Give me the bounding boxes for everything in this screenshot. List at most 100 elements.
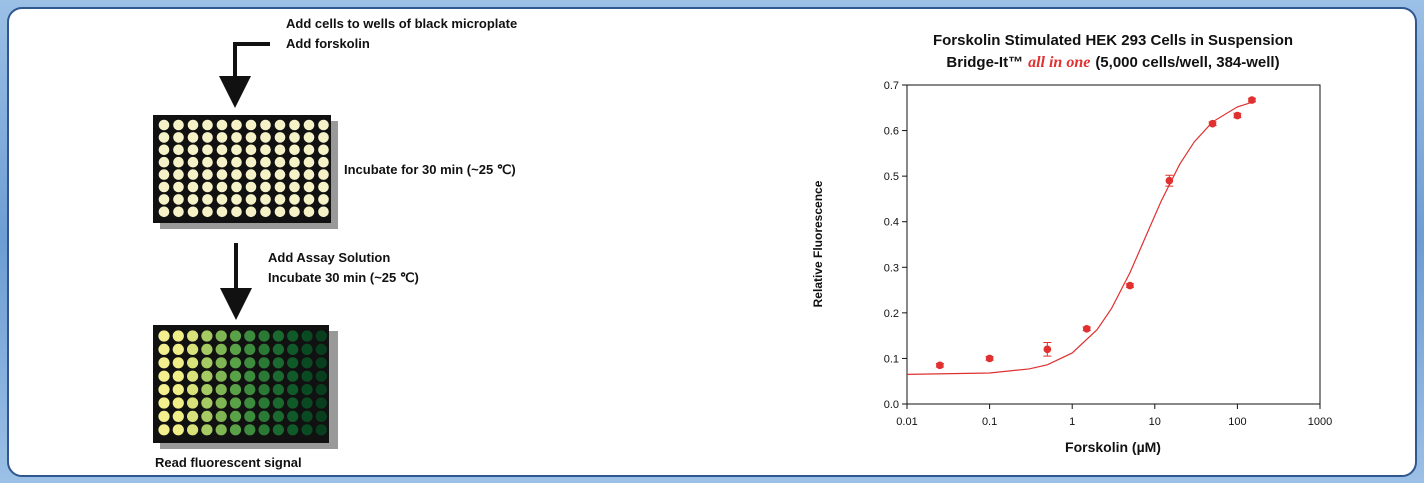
well xyxy=(188,132,199,143)
well xyxy=(173,384,184,395)
well xyxy=(230,411,241,422)
well xyxy=(158,411,169,422)
well xyxy=(318,182,329,193)
y-tick-label: 0.2 xyxy=(884,308,899,320)
well xyxy=(217,169,228,180)
well xyxy=(273,384,284,395)
well xyxy=(202,182,213,193)
well xyxy=(188,207,199,218)
x-tick-label: 100 xyxy=(1228,416,1246,428)
well xyxy=(260,145,271,156)
well xyxy=(304,120,315,131)
well xyxy=(244,330,255,341)
well xyxy=(318,120,329,131)
well xyxy=(289,145,300,156)
well xyxy=(259,384,270,395)
well xyxy=(304,194,315,205)
well xyxy=(246,132,257,143)
y-tick-label: 0.0 xyxy=(884,399,899,411)
well xyxy=(230,357,241,368)
y-tick-label: 0.7 xyxy=(884,80,899,92)
well xyxy=(230,344,241,355)
well xyxy=(231,132,242,143)
point xyxy=(1044,346,1052,354)
well xyxy=(187,330,198,341)
well xyxy=(202,132,213,143)
well xyxy=(246,157,257,168)
well xyxy=(301,330,312,341)
x-tick-label: 1000 xyxy=(1308,416,1332,428)
well xyxy=(158,357,169,368)
well xyxy=(173,424,184,435)
well xyxy=(188,194,199,205)
well xyxy=(244,384,255,395)
well xyxy=(159,169,170,180)
well xyxy=(273,357,284,368)
well xyxy=(188,145,199,156)
well xyxy=(159,132,170,143)
well xyxy=(259,344,270,355)
well xyxy=(158,424,169,435)
y-tick-label: 0.5 xyxy=(884,171,899,183)
well xyxy=(159,120,170,131)
well xyxy=(231,194,242,205)
well xyxy=(159,157,170,168)
step-text: Incubate 30 min (~25 ℃) xyxy=(268,270,419,285)
well xyxy=(188,120,199,131)
step-text: Add cells to wells of black microplate xyxy=(286,16,517,31)
well xyxy=(187,357,198,368)
well xyxy=(231,207,242,218)
well xyxy=(289,194,300,205)
step-text: Read fluorescent signal xyxy=(155,455,302,470)
well xyxy=(275,207,286,218)
well xyxy=(202,169,213,180)
point xyxy=(986,355,994,363)
well xyxy=(316,384,327,395)
well xyxy=(230,424,241,435)
y-tick-label: 0.6 xyxy=(884,126,899,138)
well xyxy=(230,371,241,382)
well xyxy=(301,384,312,395)
well xyxy=(316,344,327,355)
well xyxy=(173,169,184,180)
subtitle-part: Bridge-It™ xyxy=(946,54,1023,71)
well xyxy=(217,157,228,168)
well xyxy=(318,207,329,218)
well xyxy=(202,145,213,156)
well xyxy=(318,132,329,143)
well xyxy=(260,182,271,193)
well xyxy=(187,424,198,435)
y-tick-label: 0.3 xyxy=(884,262,899,274)
well xyxy=(216,384,227,395)
x-axis-label: Forskolin (µM) xyxy=(1065,439,1161,455)
well xyxy=(187,384,198,395)
well xyxy=(287,411,298,422)
well xyxy=(304,157,315,168)
y-axis-label: Relative Fluorescence xyxy=(811,180,825,307)
chart-title: Forskolin Stimulated HEK 293 Cells in Su… xyxy=(933,32,1293,49)
well xyxy=(287,357,298,368)
well xyxy=(259,424,270,435)
well xyxy=(287,397,298,408)
well xyxy=(273,411,284,422)
well xyxy=(244,411,255,422)
well xyxy=(316,357,327,368)
well xyxy=(173,371,184,382)
well xyxy=(173,145,184,156)
well xyxy=(173,157,184,168)
well xyxy=(289,182,300,193)
well xyxy=(173,344,184,355)
well xyxy=(260,157,271,168)
well xyxy=(159,145,170,156)
well xyxy=(318,194,329,205)
well xyxy=(259,411,270,422)
point xyxy=(1234,112,1242,120)
page: Add cells to wells of black microplate A… xyxy=(0,0,1424,483)
well xyxy=(216,371,227,382)
well xyxy=(217,207,228,218)
well xyxy=(259,357,270,368)
well xyxy=(216,424,227,435)
well xyxy=(304,169,315,180)
well xyxy=(244,397,255,408)
